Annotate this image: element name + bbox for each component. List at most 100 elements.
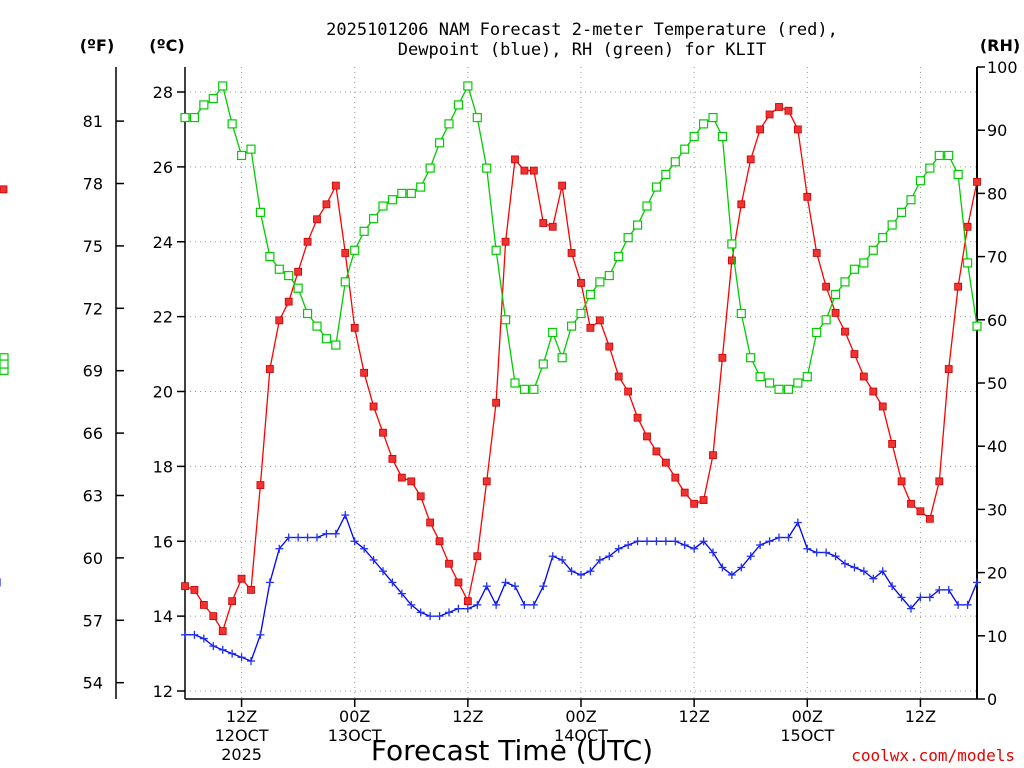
temperature-point [690,499,699,508]
axes [115,66,985,707]
temperature-point [567,249,576,257]
temperature-point [284,297,293,306]
dewpoint-point [822,548,831,557]
dewpoint-point [539,582,548,591]
fahrenheit-tick-label: 63 [83,486,103,505]
dewpoint-point [784,533,793,542]
temperature-point [322,200,331,209]
dewpoint-point [397,589,406,598]
temperature-point [209,612,218,621]
rh-point [265,252,275,262]
temperature-point [671,473,680,482]
x-tick-label: 13OCT [328,726,382,745]
dewpoint-point [341,511,350,520]
rh-point [519,384,530,394]
temperature-point [577,279,585,287]
temperature-point [643,432,651,441]
temperature-point [313,215,321,224]
dewpoint-point [190,630,199,639]
rh-tick-label: 20 [987,564,1007,583]
temperature-series [0,103,981,635]
rh-point [651,182,662,192]
dewpoint-point [859,567,868,576]
dewpoint-point [567,567,576,576]
dewpoint-point [793,518,802,527]
rh-point [689,131,699,142]
temperature-point [501,237,510,246]
temperature-point [935,477,944,486]
rh-point [350,245,360,255]
rh-point [284,270,294,281]
rh-point [453,100,464,110]
fahrenheit-axis-unit: (ºF) [80,36,115,55]
temperature-point [228,597,237,606]
rh-point [915,176,926,186]
rh-point [830,289,841,300]
temperature-point [897,477,906,486]
temperature-point [916,507,925,516]
rh-point [736,308,746,319]
temperature-point [0,185,8,194]
temperature-point [199,600,208,609]
rh-point [557,353,567,363]
temperature-point [841,327,849,336]
rh-point [331,340,341,350]
celsius-tick-label: 12 [153,682,173,701]
rh-tick-label: 40 [987,437,1007,456]
rh-point [925,163,935,173]
rh-tick-label: 90 [987,121,1007,140]
celsius-tick-label: 22 [153,308,173,327]
rh-point [934,150,944,161]
dewpoint-point [973,578,981,587]
temperature-point [652,447,661,456]
x-tick-label: 14OCT [554,726,608,745]
rh-point [416,182,426,192]
dewpoint-point [954,600,963,609]
temperature-point [473,552,482,561]
x-tick-label: 00Z [339,707,370,726]
temperature-point [680,488,689,497]
rh-series [0,81,982,394]
dewpoint-point [925,593,934,602]
celsius-tick-label: 16 [153,532,173,551]
temperature-point [718,353,727,362]
rh-point [293,283,303,293]
temperature-point [275,316,284,325]
temperature-point [492,398,501,407]
celsius-tick-label: 24 [153,233,173,252]
source-credit: coolwx.com/models [851,746,1015,765]
celsius-axis-unit: (ºC) [149,36,184,55]
temperature-point [850,350,859,358]
rh-point [595,277,605,287]
dewpoint-point [633,537,642,546]
dewpoint-point [661,537,670,546]
rh-point [340,277,350,287]
temperature-point [539,219,548,227]
dewpoint-point [209,642,218,651]
dewpoint-point [944,585,953,594]
temperature-point [520,166,529,175]
temperature-point [963,222,972,231]
temperature-point [435,537,444,546]
celsius-tick-label: 26 [153,158,173,177]
temperature-point [973,177,981,186]
temperature-point [812,249,821,257]
rh-point [312,321,322,331]
dewpoint-point [577,570,585,579]
dewpoint-point [586,567,595,576]
rh-point [199,100,209,110]
rh-point [972,321,982,331]
dewpoint-point [737,563,746,572]
rh-tick-label: 70 [987,248,1007,267]
dewpoint-point [718,563,727,572]
dewpoint-point [841,559,849,568]
rh-point [444,119,454,129]
temperature-point [765,110,774,119]
rh-point [878,233,888,243]
dewpoint-point [652,537,661,546]
dewpoint-point [407,600,416,609]
temperature-point [746,155,755,164]
temperature-point [595,316,604,325]
x-axis-label: Forecast Time (UTC) [371,734,653,767]
temperature-point [482,477,491,486]
